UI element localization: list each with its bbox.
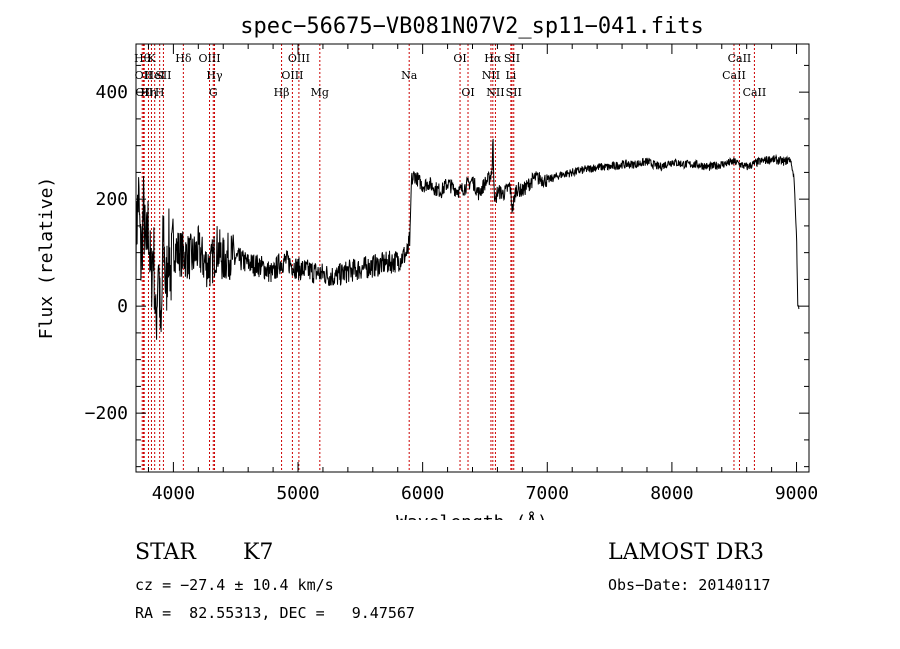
line-label: OII [135,69,153,82]
plot-frame [135,43,810,473]
line-label: Hδ [175,52,192,65]
y-tick-label: 200 [95,189,128,210]
line-label: Hβ [274,86,290,99]
x-tick-label: 9000 [775,483,818,504]
redshift-velocity: cz = −27.4 ± 10.4 km/s [135,576,334,594]
line-label: Hα [484,52,502,65]
spectrum-chart: spec−56675−VB081N07V2_sp11−041.fits Hθ OI… [36,14,818,520]
x-axis-label: Wavelength (Å) [396,511,548,520]
line-label: Mg [311,86,329,99]
line-label: NII [482,69,500,82]
line-label: OIII [199,52,221,65]
line-label: Hθ [134,52,151,65]
line-label: OI [453,52,466,65]
line-label: OIII [288,52,310,65]
line-label: Li [505,69,516,82]
line-label: OIII [281,69,303,82]
y-tick-label: 0 [117,296,128,317]
line-label: Na [401,69,418,82]
y-tick-label: −200 [85,403,128,424]
y-axis-label: Flux (relative) [36,177,57,340]
x-tick-label: 8000 [650,483,693,504]
object-class: STAR [135,540,196,565]
axis-ticks: 4000 5000 6000 7000 8000 9000 −200 0 200 400 [85,44,818,504]
line-label: K [147,52,156,65]
emission-line-markers [141,44,755,472]
object-subclass: K7 [243,540,274,565]
x-tick-label: 6000 [401,483,444,504]
line-label: H [155,86,165,99]
line-label: OI [461,86,474,99]
line-label: Hη [140,86,156,99]
line-label: NII [486,86,504,99]
coordinates: RA = 82.55313, DEC = 9.47567 [135,604,415,622]
line-label: CaII [743,86,767,99]
flux-series-line [135,138,800,340]
x-tick-label: 7000 [526,483,569,504]
line-label: HeI [144,69,164,82]
line-label: G [209,86,218,99]
chart-title: spec−56675−VB081N07V2_sp11−041.fits [240,14,704,39]
line-label: CaII [722,69,746,82]
line-label: SII [504,52,520,65]
x-tick-label: 4000 [152,483,195,504]
line-label: CaII [728,52,752,65]
x-tick-label: 5000 [276,483,319,504]
line-label: Hγ [206,69,223,82]
line-label: SII [155,69,171,82]
survey-name: LAMOST DR3 [608,540,764,565]
line-label: SII [506,86,522,99]
observation-date: Obs−Date: 20140117 [608,576,771,594]
y-tick-label: 400 [95,82,128,103]
